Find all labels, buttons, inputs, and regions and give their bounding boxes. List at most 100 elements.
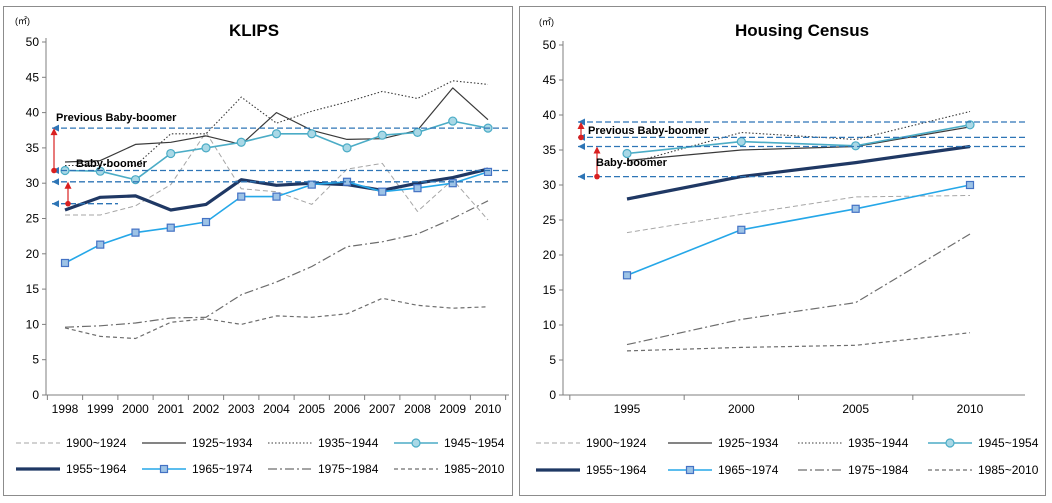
data-point [131, 228, 140, 237]
y-tick-label: 35 [26, 141, 40, 155]
data-point [448, 116, 458, 126]
y-tick-label: 25 [543, 213, 557, 227]
data-point [965, 120, 975, 130]
legend-label: 1985~2010 [978, 463, 1039, 477]
series-1965~1974 [622, 180, 975, 280]
series-line [626, 110, 971, 165]
series-1945~1954 [622, 120, 975, 159]
x-tick-label: 2006 [334, 402, 361, 416]
chart-title: Housing Census [735, 21, 869, 40]
data-point [307, 180, 316, 189]
housing-census-chart: Housing Census (㎡) 0 5 10 15 20 25 30 35 40 45 50 199… [536, 17, 1039, 477]
series-1975~1984 [626, 233, 971, 346]
legend-label: 1900~1924 [586, 436, 647, 450]
data-point [413, 184, 422, 193]
data-point [237, 192, 246, 201]
y-tick-label: 20 [26, 247, 40, 261]
y-tick-label: 0 [32, 388, 39, 402]
legend-item-1985~2010: 1985~2010 [394, 462, 505, 476]
data-point [965, 180, 975, 190]
legend-label: 1975~1984 [848, 463, 909, 477]
y-tick-label: 10 [26, 317, 40, 331]
legend-label: 1925~1934 [718, 436, 779, 450]
data-point [378, 187, 387, 196]
legend-label: 1955~1964 [66, 462, 127, 476]
y-tick-label: 25 [26, 212, 40, 226]
y-tick-label: 5 [32, 353, 39, 367]
data-point [342, 143, 352, 153]
x-tick-label: 2004 [263, 402, 290, 416]
y-tick-label: 50 [543, 38, 557, 52]
y-tick-label: 5 [549, 353, 556, 367]
series-1985~2010 [64, 297, 489, 340]
reference-arrowhead [52, 124, 59, 132]
baby-boomer-label: Baby-boomer [596, 157, 668, 169]
data-point [272, 192, 281, 201]
unit-label: (㎡) [15, 16, 30, 26]
data-point [95, 166, 105, 176]
series-line [65, 131, 489, 221]
data-point [483, 167, 493, 177]
legend-label: 1900~1924 [66, 436, 127, 450]
data-point [96, 240, 105, 249]
legend-label: 1935~1944 [318, 436, 379, 450]
y-tick-label: 45 [26, 70, 40, 84]
data-point [166, 148, 176, 159]
legend-label: 1955~1964 [586, 463, 647, 477]
series-1945~1954 [60, 116, 493, 185]
legend-item-1945~1954: 1945~1954 [394, 436, 505, 450]
series-line [65, 80, 489, 167]
series-line [626, 144, 971, 201]
x-tick-label: 2005 [298, 402, 325, 416]
x-tick-label: 2000 [728, 402, 755, 416]
legend-item-1900~1924: 1900~1924 [16, 436, 127, 450]
arrow-head [64, 181, 72, 189]
series-line [626, 195, 971, 234]
series-1925~1934 [64, 87, 489, 163]
legend-item-1935~1944: 1935~1944 [268, 436, 379, 450]
chart-title: KLIPS [229, 21, 279, 40]
reference-arrowhead [52, 200, 59, 208]
legend-label: 1985~2010 [444, 462, 505, 476]
legend-item-1935~1944: 1935~1944 [798, 436, 909, 450]
series-1900~1924 [626, 195, 971, 234]
legend-item-1925~1934: 1925~1934 [668, 436, 779, 450]
legend-item-1965~1974: 1965~1974 [142, 462, 253, 476]
housing-census-chart-panel: Housing Census (㎡) 0 5 10 15 20 25 30 35 40 45 50 199… [519, 6, 1046, 496]
previous-baby-boomer-label: Previous Baby-boomer [588, 125, 709, 137]
legend-item-1955~1964: 1955~1964 [536, 463, 647, 477]
legend-label: 1925~1934 [192, 436, 253, 450]
klips-chart: KLIPS (㎡) 0 5 10 15 20 25 30 35 40 45 50 1998 1999 2000… [15, 16, 509, 476]
data-point [737, 225, 746, 234]
x-tick-label: 2005 [842, 402, 869, 416]
y-tick-label: 30 [26, 176, 40, 190]
reference-arrowhead [52, 178, 59, 186]
y-tick-label: 40 [26, 106, 40, 120]
legend-marker [411, 438, 421, 448]
data-point [736, 137, 746, 147]
y-tick-label: 35 [543, 143, 557, 157]
reference-arrowhead [578, 118, 585, 126]
series-line [64, 200, 489, 328]
x-tick-label: 2003 [228, 402, 255, 416]
series-1955~1964 [626, 144, 971, 201]
data-point [622, 271, 632, 280]
arrow-head [50, 128, 58, 136]
series-1935~1944 [65, 80, 489, 167]
series-line [626, 126, 971, 162]
unit-label: (㎡) [539, 17, 554, 27]
x-tick-label: 2001 [157, 402, 184, 416]
data-point [236, 137, 246, 147]
series-line [626, 184, 971, 277]
y-tick-label: 0 [549, 388, 556, 402]
data-point [60, 258, 70, 268]
y-tick-label: 15 [543, 283, 557, 297]
reference-arrowhead [578, 143, 585, 150]
legend-marker [159, 464, 169, 474]
legend-item-1945~1954: 1945~1954 [928, 436, 1039, 450]
series-1965~1974 [60, 167, 493, 268]
x-tick-label: 2007 [369, 402, 396, 416]
legend-item-1955~1964: 1955~1964 [16, 462, 127, 476]
y-tick-label: 30 [543, 178, 557, 192]
legend-label: 1975~1984 [318, 462, 379, 476]
